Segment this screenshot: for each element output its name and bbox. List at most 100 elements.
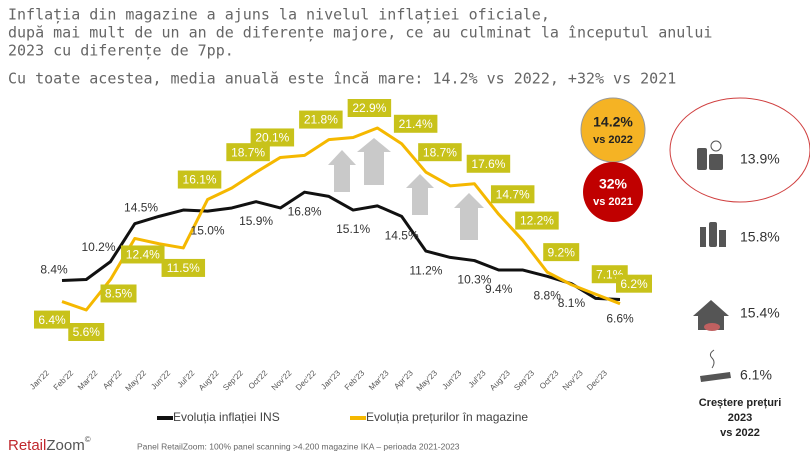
data-label: 10.3% [457,273,491,287]
data-label: 9.4% [485,282,513,296]
growth-caption: 2023 [728,412,752,424]
highlight-sub: vs 2021 [593,196,633,208]
subtitle: Cu toate acestea, media anuală este încă… [8,70,676,88]
data-label-box [393,114,438,133]
title-line: 2023 cu diferențe de 7pp. [8,42,234,60]
data-label: 22.9% [352,101,386,115]
growth-value: 15.4% [740,305,780,321]
data-label-box [250,128,295,147]
data-label-box [347,99,392,117]
data-label: 20.1% [255,131,289,145]
growth-value: 13.9% [740,151,780,167]
highlight-value: 32% [599,176,628,192]
icons [693,140,731,382]
data-label: 15.9% [239,214,273,228]
data-label: 14.5% [124,201,158,215]
x-tick-label: Aug'22 [197,368,221,392]
data-label: 16.8% [288,204,322,218]
growth-caption: Creștere prețuri [699,397,782,409]
x-tick-label: Sep'22 [221,368,245,392]
data-label: 15.0% [191,223,225,237]
x-tick-label: Oct'23 [538,368,561,391]
data-label: 11.2% [409,263,442,277]
x-tick-label: Jul'23 [467,368,488,389]
growth-value: 15.8% [740,229,780,245]
x-tick-label: Aug'23 [488,368,512,392]
series-line [61,126,621,312]
highlight-sub: vs 2022 [593,134,633,146]
x-tick-label: Sep'23 [512,368,536,392]
data-label: 10.2% [82,240,116,254]
data-label-box [68,323,105,341]
data-label: 9.2% [548,245,576,259]
title-line: după mai mult de un an de diferențe majo… [8,24,712,42]
data-label: 14.7% [496,187,530,201]
data-label-box [616,274,652,293]
highlight-bubble [583,162,643,222]
data-label-box [299,110,343,129]
data-label-box [543,243,580,262]
brand: RetailZoom© [8,435,91,454]
x-tick-label: Mar'23 [367,368,391,392]
data-label: 8.8% [534,289,562,303]
data-label: 16.1% [183,173,217,187]
x-tick-label: May'22 [124,368,149,393]
data-label: 6.4% [38,313,66,327]
data-label-box [515,211,559,230]
legend-label: Evoluția inflației INS [173,410,280,424]
data-label: 8.4% [40,263,68,277]
highlight-bubble [580,97,646,163]
data-label: 11.5% [167,261,200,275]
x-tick-label: Jun'22 [149,368,172,391]
x-tick-label: Feb'22 [52,368,76,392]
highlight-value: 14.2% [593,114,633,130]
data-label-box [490,185,535,204]
x-tick-label: Jan'23 [319,368,342,391]
data-label: 5.6% [73,325,101,339]
data-label: 6.2% [620,277,648,291]
footnote: Panel RetailZoom: 100% panel scanning >4… [137,441,460,451]
data-label: 12.4% [126,248,160,262]
data-label: 14.5% [385,229,419,243]
x-tick-label: Oct'22 [247,368,270,391]
data-label: 12.2% [520,214,554,228]
growth-caption: vs 2022 [720,427,760,439]
x-tick-label: Jul'22 [176,368,197,389]
x-tick-label: Apr'22 [101,368,124,391]
data-label-box [34,310,70,329]
brand-part: Zoom [46,437,84,454]
arrows [328,138,484,240]
x-tick-label: Dec'23 [585,368,609,392]
x-tick-label: Nov'23 [561,368,585,392]
data-label: 8.1% [558,296,586,310]
data-label: 21.4% [399,117,433,131]
growth-value: 6.1% [740,367,772,383]
x-tick-label: Jun'23 [440,368,463,391]
data-label: 17.6% [471,157,505,171]
data-label: 15.1% [336,222,370,236]
x-tick-label: Dec'22 [294,368,318,392]
x-tick-label: May'23 [415,368,440,393]
data-label-box [418,143,462,162]
x-tick-label: Jan'22 [28,368,51,391]
x-tick-label: Apr'23 [392,368,415,391]
data-label-box [121,245,165,264]
data-label: 6.6% [606,312,634,326]
data-label: 18.7% [423,145,457,159]
data-label: 8.5% [105,287,133,301]
series-line [61,190,621,301]
legend-label: Evoluția prețurilor în magazine [366,410,528,424]
x-tick-label: Nov'22 [270,368,294,392]
x-tick-label: Feb'23 [343,368,367,392]
data-label-box [161,258,206,277]
brand-part: Retail [8,437,46,454]
data-label-box [466,154,511,173]
x-tick-label: Mar'22 [76,368,100,392]
data-label: 21.8% [304,113,338,127]
highlight-ellipse [669,97,810,203]
data-label-box [226,143,270,162]
data-label-box [177,170,222,189]
data-label-box [100,284,137,303]
title-line: Inflația din magazine a ajuns la nivelul… [8,6,550,24]
